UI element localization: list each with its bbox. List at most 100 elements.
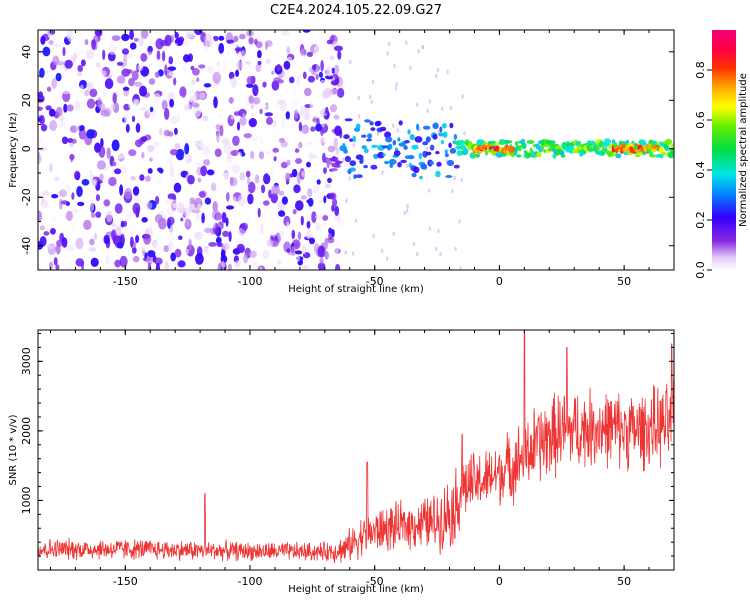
spectrogram-cell [264, 235, 269, 240]
spectrogram-cell [153, 93, 161, 104]
spectrogram-cell [131, 70, 139, 81]
spectrogram-signal-cell [652, 140, 658, 145]
spectrogram-cell [254, 174, 260, 184]
x-tick-label: -100 [238, 575, 263, 588]
spectrogram-cell [451, 188, 454, 194]
spectrogram-cell [315, 63, 320, 75]
spectrogram-signal-cell [363, 165, 368, 169]
spectrogram-cell [273, 32, 279, 39]
spectrogram-signal-cell [343, 149, 348, 154]
spectrogram-cell [56, 239, 64, 247]
spectrogram-cell [425, 146, 428, 151]
spectrogram-cell [289, 173, 294, 178]
spectrogram-cell [260, 223, 264, 234]
spectrogram-signal-cell [371, 144, 378, 148]
spectrogram-cell [71, 220, 77, 230]
spectrogram-cell [392, 231, 395, 236]
spectrogram-signal-cell [366, 138, 372, 142]
spectrogram-cell [216, 60, 220, 67]
spectrogram-cell [182, 66, 186, 73]
spectrogram-cell [216, 212, 222, 221]
spectrogram-cell [114, 259, 122, 268]
spectrogram-cell [86, 82, 92, 91]
spectrogram-signal-cell [439, 126, 443, 133]
spectrogram-cell [154, 242, 160, 251]
colorbar-tick-label: 0.8 [694, 61, 707, 79]
spectrogram-cell [126, 212, 133, 220]
spectrogram-cell [403, 211, 406, 216]
spectrogram-signal-cell [575, 140, 582, 147]
spectrogram-signal-cell [615, 153, 622, 159]
spectrogram-signal-cell [445, 175, 453, 178]
spectrogram-cell [216, 242, 223, 248]
spectrogram-cell [154, 114, 162, 120]
spectrogram-signal-cell [349, 160, 357, 167]
spectrogram-cell [271, 80, 280, 91]
spectrogram-cell [95, 211, 102, 218]
spectrogram-signal-cell [443, 131, 448, 138]
spectrogram-cell [168, 232, 175, 244]
spectrogram-cell [106, 147, 111, 160]
spectrogram-cell [74, 100, 81, 112]
spectrogram-cell [236, 121, 241, 131]
spectrogram-cell [354, 218, 358, 223]
spectrogram-signal-cell [448, 142, 452, 149]
spectrogram-cell [236, 243, 245, 253]
spectrogram-cell [322, 215, 329, 221]
spectrogram-signal-cell [374, 120, 382, 126]
spectrogram-signal-cell [377, 151, 385, 159]
spectrogram-cell [259, 266, 263, 270]
spectrogram-signal-cell [353, 174, 357, 180]
spectrogram-cell [262, 81, 267, 88]
spectrogram-cell [283, 132, 288, 142]
spectrogram-cell [174, 143, 181, 149]
spectrogram-cell [317, 185, 326, 195]
spectrogram-cell [105, 210, 113, 223]
spectrogram-signal-cell [411, 172, 417, 178]
spectrogram-marks [38, 30, 674, 270]
spectrogram-cell [177, 111, 181, 123]
spectrogram-signal-cell [344, 155, 351, 163]
colorbar-label: Normalized spectral amplitude [738, 73, 749, 227]
spectrogram-cell [38, 94, 45, 103]
spectrogram-cell [441, 106, 444, 111]
spectrogram-cell [108, 43, 118, 55]
spectrogram-cell [59, 176, 67, 189]
x-tick-label: 0 [496, 575, 503, 588]
spectrogram-cell [271, 70, 275, 75]
spectrogram-cell [51, 194, 59, 199]
spectrogram-cell [189, 197, 195, 205]
spectrogram-cell [70, 153, 74, 163]
spectrogram-cell [306, 51, 313, 57]
spectrogram-cell [212, 201, 218, 213]
spectrogram-cell [108, 176, 117, 187]
spectrogram-cell [178, 235, 183, 241]
spectrogram-cell [156, 50, 161, 61]
spectrogram-cell [165, 155, 174, 165]
spectrogram-cell [140, 245, 147, 251]
spectrogram-signal-cell [411, 144, 419, 150]
spectrogram-cell [128, 149, 137, 157]
spectrogram-cell [417, 49, 420, 54]
spectrogram-cell [291, 229, 296, 240]
spectrogram-cell [309, 237, 315, 245]
spectrogram-cell [257, 50, 262, 59]
spectrogram-cell [128, 101, 134, 110]
snr-marks [38, 331, 674, 564]
spectrogram-cell [102, 178, 108, 183]
spectrogram-cell [38, 262, 42, 269]
spectrogram-cell [286, 221, 290, 232]
spectrogram-cell [236, 61, 243, 70]
spectrogram-cell [115, 225, 122, 236]
spectrogram-cell [59, 198, 63, 210]
spectrogram-cell [178, 36, 185, 43]
snr-axes: -150 -100 -50 0 50 1000 2000 3000 [20, 330, 675, 588]
spectrogram-signal-cell [548, 140, 556, 145]
spectrogram-cell [248, 95, 254, 104]
spectrogram-cell [239, 33, 246, 40]
spectrogram-signal-cell [348, 167, 356, 172]
spectrogram-signal-cell [349, 138, 354, 142]
spectrogram-signal-cell [367, 133, 373, 139]
spectrogram-cell [52, 55, 60, 66]
spectrogram-signal-cell [489, 140, 497, 145]
